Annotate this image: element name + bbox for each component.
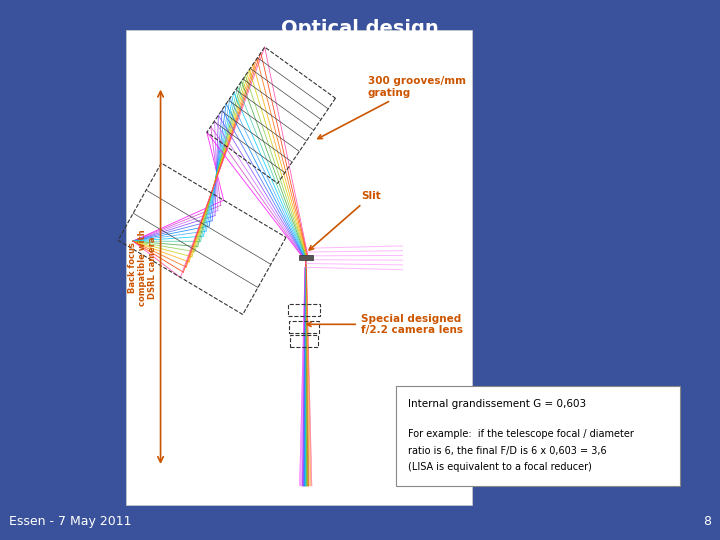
Text: For example:  if the telescope focal / diameter: For example: if the telescope focal / di… — [408, 429, 634, 440]
Text: Optical design: Optical design — [281, 19, 439, 38]
FancyBboxPatch shape — [299, 255, 312, 260]
Text: Slit: Slit — [309, 191, 381, 250]
Text: (LISA is equivalent to a focal reducer): (LISA is equivalent to a focal reducer) — [408, 462, 592, 472]
FancyBboxPatch shape — [396, 386, 680, 486]
Text: Essen - 7 May 2011: Essen - 7 May 2011 — [9, 515, 131, 528]
Text: ratio is 6, the final F/D is 6 x 0,603 = 3,6: ratio is 6, the final F/D is 6 x 0,603 =… — [408, 446, 607, 456]
Text: Internal grandissement G = 0,603: Internal grandissement G = 0,603 — [408, 399, 586, 409]
Text: 8: 8 — [703, 515, 711, 528]
Text: 300 grooves/mm
grating: 300 grooves/mm grating — [318, 76, 466, 139]
Text: Back focus
compatible with
DSRL camera: Back focus compatible with DSRL camera — [127, 229, 158, 306]
FancyBboxPatch shape — [126, 30, 472, 505]
Text: Special designed
f/2.2 camera lens: Special designed f/2.2 camera lens — [307, 314, 463, 335]
